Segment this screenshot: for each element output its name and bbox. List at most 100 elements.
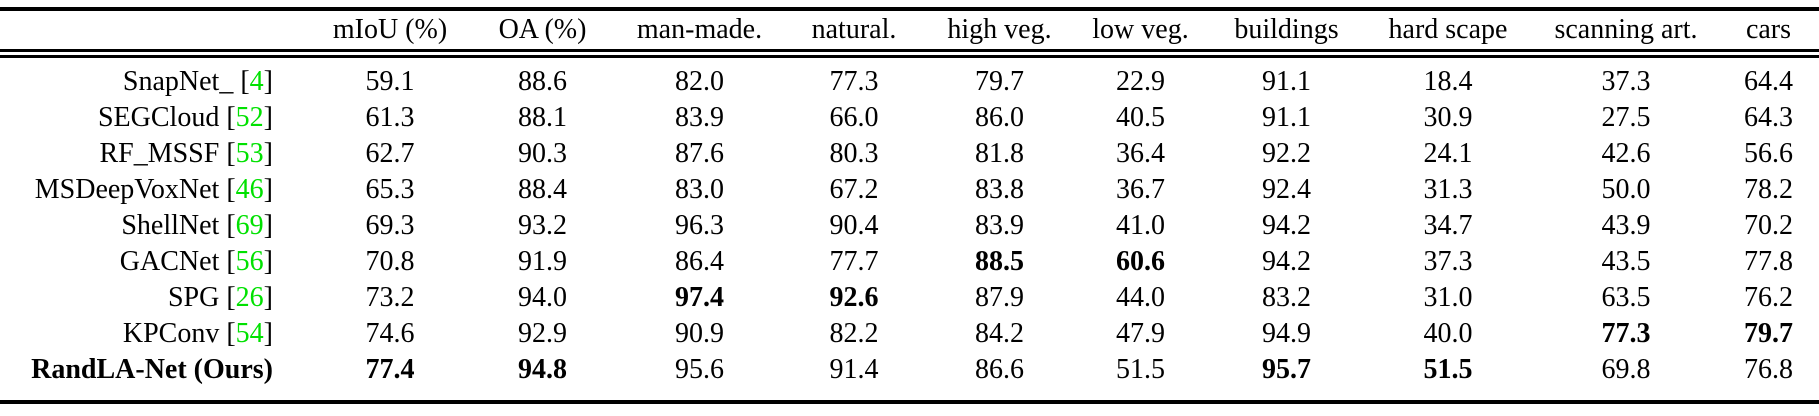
cell-high-veg: 84.2 [975, 318, 1024, 349]
cell-oa: 88.4 [518, 174, 567, 205]
table-row-shellnet: ShellNet [69] 69.3 93.2 96.3 90.4 83.9 41.0 94.… [0, 208, 1819, 244]
column-header-scanning-art: scanning art. [1534, 9, 1718, 58]
cell-high-veg: 79.7 [975, 66, 1024, 97]
method-cell: SEGCloud [52] [97, 102, 273, 133]
table-row-msdeepvoxnet: MSDeepVoxNet [46] 65.3 88.4 83.0 67.2 83.8 36.… [0, 172, 1819, 208]
cell-cars: 79.7 [1744, 318, 1793, 349]
cell-high-veg: 88.5 [975, 246, 1024, 277]
benchmark-results-table: mIoU (%) OA (%) man-made. natural. high veg.… [0, 7, 1819, 404]
column-header-miou: mIoU (%) [315, 9, 465, 58]
cell-high-veg: 81.8 [975, 138, 1024, 169]
method-name: KPConv [122, 318, 220, 349]
cell-scanning-art: 77.3 [1601, 318, 1651, 349]
cell-low-veg: 40.5 [1116, 102, 1165, 133]
cell-man-made: 96.3 [675, 210, 724, 241]
cell-natural: 77.3 [829, 66, 879, 97]
method-name: RandLA-Net (Ours) [31, 354, 273, 385]
citation-link[interactable]: 52 [235, 102, 264, 133]
header-row: mIoU (%) OA (%) man-made. natural. high veg.… [0, 9, 1819, 58]
cell-oa: 88.1 [518, 102, 567, 133]
citation-link[interactable]: 46 [235, 174, 264, 205]
method-cell: SnapNet_ [4] [122, 66, 273, 97]
cell-hard-scape: 31.3 [1423, 174, 1473, 205]
cell-cars: 78.2 [1744, 174, 1793, 205]
cell-natural: 92.6 [829, 282, 879, 313]
cell-scanning-art: 43.9 [1601, 210, 1651, 241]
table-row-spg: SPG [26] 73.2 94.0 97.4 92.6 87.9 44.0 83.2 31.0… [0, 280, 1819, 316]
cell-oa: 94.0 [518, 282, 567, 313]
cell-cars: 56.6 [1744, 138, 1793, 169]
cell-oa: 93.2 [518, 210, 567, 241]
table-row-snapnet: SnapNet_ [4] 59.1 88.6 82.0 77.3 79.7 22.9 91.1… [0, 54, 1819, 101]
citation-link[interactable]: 56 [235, 246, 264, 277]
cell-natural: 77.7 [829, 246, 879, 277]
table-row-kpconv: KPConv [54] 74.6 92.9 90.9 82.2 84.2 47.9 94.9 4… [0, 316, 1819, 352]
cell-low-veg: 41.0 [1116, 210, 1165, 241]
cell-scanning-art: 50.0 [1601, 174, 1651, 205]
method-name: SnapNet_ [122, 66, 234, 97]
cell-man-made: 82.0 [675, 66, 724, 97]
cell-miou: 70.8 [365, 246, 415, 277]
cell-miou: 62.7 [365, 138, 415, 169]
method-name: MSDeepVoxNet [34, 174, 220, 205]
cell-low-veg: 60.6 [1116, 246, 1165, 277]
cell-hard-scape: 18.4 [1423, 66, 1473, 97]
cell-low-veg: 51.5 [1116, 354, 1165, 385]
cell-man-made: 87.6 [675, 138, 724, 169]
method-cell: ShellNet [69] [121, 210, 273, 241]
citation-link[interactable]: 69 [235, 210, 264, 241]
cell-high-veg: 86.0 [975, 102, 1024, 133]
table-row-gacnet: GACNet [56] 70.8 91.9 86.4 77.7 88.5 60.6 94.2 3… [0, 244, 1819, 280]
cell-oa: 91.9 [518, 246, 567, 277]
cell-miou: 69.3 [365, 210, 415, 241]
table-row-rf-mssf: RF_MSSF [53] 62.7 90.3 87.6 80.3 81.8 36.4 92.2… [0, 136, 1819, 172]
cell-low-veg: 36.4 [1116, 138, 1165, 169]
cell-cars: 64.3 [1744, 102, 1793, 133]
cell-hard-scape: 37.3 [1423, 246, 1473, 277]
cell-low-veg: 44.0 [1116, 282, 1165, 313]
cell-miou: 65.3 [365, 174, 415, 205]
citation-link[interactable]: 4 [249, 66, 264, 97]
cell-cars: 64.4 [1744, 66, 1793, 97]
cell-man-made: 83.0 [675, 174, 724, 205]
citation-link[interactable]: 26 [235, 282, 264, 313]
cell-scanning-art: 63.5 [1601, 282, 1651, 313]
cell-oa: 90.3 [518, 138, 567, 169]
table-row-segcloud: SEGCloud [52] 61.3 88.1 83.9 66.0 86.0 40.5 91.… [0, 100, 1819, 136]
citation-link[interactable]: 54 [235, 318, 264, 349]
column-header-high-veg: high veg. [929, 9, 1070, 58]
column-header-method [0, 9, 315, 58]
cell-buildings: 94.2 [1262, 246, 1311, 277]
cell-oa: 88.6 [518, 66, 567, 97]
column-header-cars: cars [1718, 9, 1819, 58]
cell-low-veg: 36.7 [1116, 174, 1165, 205]
cell-hard-scape: 24.1 [1423, 138, 1473, 169]
method-name: SEGCloud [97, 102, 220, 133]
cell-scanning-art: 37.3 [1601, 66, 1651, 97]
table-row-randla-net-ours: RandLA-Net (Ours) 77.4 94.8 95.6 91.4 86.6 51.… [0, 352, 1819, 402]
cell-buildings: 91.1 [1262, 102, 1311, 133]
cell-miou: 61.3 [365, 102, 415, 133]
cell-man-made: 90.9 [675, 318, 724, 349]
cell-low-veg: 22.9 [1116, 66, 1165, 97]
method-cell: RF_MSSF [53] [99, 138, 273, 169]
column-header-natural: natural. [779, 9, 929, 58]
cell-man-made: 95.6 [675, 354, 724, 385]
cell-cars: 70.2 [1744, 210, 1793, 241]
cell-natural: 66.0 [829, 102, 879, 133]
cell-low-veg: 47.9 [1116, 318, 1165, 349]
column-header-man-made: man-made. [620, 9, 779, 58]
cell-hard-scape: 34.7 [1423, 210, 1473, 241]
method-cell: SPG [26] [167, 282, 273, 313]
cell-miou: 73.2 [365, 282, 415, 313]
cell-high-veg: 86.6 [975, 354, 1024, 385]
citation-link[interactable]: 53 [235, 138, 264, 169]
column-header-hard-scape: hard scape [1362, 9, 1534, 58]
cell-hard-scape: 40.0 [1423, 318, 1473, 349]
cell-man-made: 97.4 [675, 282, 724, 313]
method-name: ShellNet [121, 210, 220, 241]
method-name: SPG [167, 282, 220, 313]
cell-oa: 94.8 [518, 354, 567, 385]
cell-hard-scape: 51.5 [1423, 354, 1473, 385]
cell-buildings: 92.2 [1262, 138, 1311, 169]
